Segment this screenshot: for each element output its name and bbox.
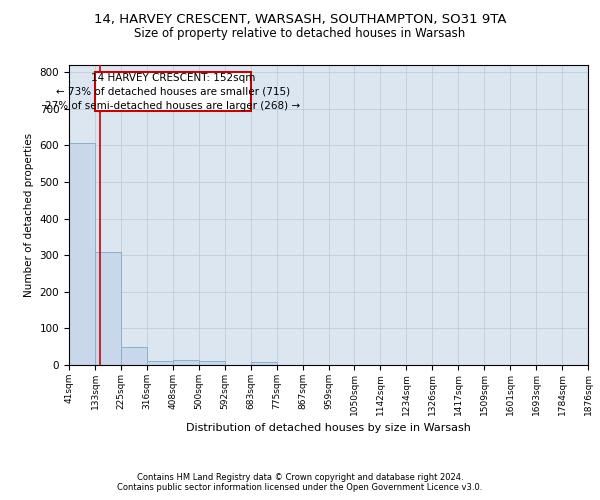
Text: 14 HARVEY CRESCENT: 152sqm
← 73% of detached houses are smaller (715)
27% of sem: 14 HARVEY CRESCENT: 152sqm ← 73% of deta… [45, 72, 301, 110]
X-axis label: Distribution of detached houses by size in Warsash: Distribution of detached houses by size … [186, 423, 471, 433]
Bar [147, 362, 173, 365]
Bar [173, 360, 199, 365]
Bar [95, 72, 251, 110]
Text: 14, HARVEY CRESCENT, WARSASH, SOUTHAMPTON, SO31 9TA: 14, HARVEY CRESCENT, WARSASH, SOUTHAMPTO… [94, 12, 506, 26]
Bar [199, 362, 225, 365]
Y-axis label: Number of detached properties: Number of detached properties [24, 133, 34, 297]
Text: Contains HM Land Registry data © Crown copyright and database right 2024.: Contains HM Land Registry data © Crown c… [137, 474, 463, 482]
Text: Size of property relative to detached houses in Warsash: Size of property relative to detached ho… [134, 28, 466, 40]
Text: Contains public sector information licensed under the Open Government Licence v3: Contains public sector information licen… [118, 484, 482, 492]
Bar [121, 348, 147, 365]
Bar [251, 362, 277, 365]
Bar [95, 252, 121, 365]
Bar [69, 142, 95, 365]
